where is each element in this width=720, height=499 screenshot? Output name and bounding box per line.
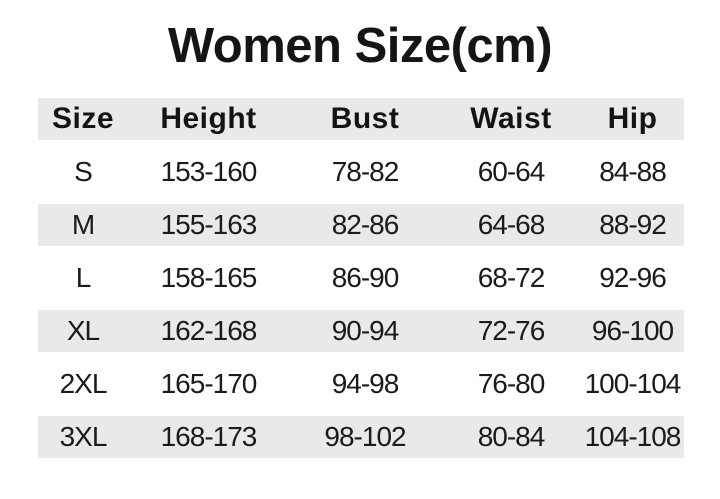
size-table: Size Height Bust Waist Hip S 153-160 78-… [38,92,684,463]
bust-cell: 98-102 [289,410,441,463]
hip-cell: 84-88 [581,145,684,198]
hip-cell: 92-96 [581,251,684,304]
size-cell: 3XL [38,410,128,463]
height-cell: 158-165 [128,251,289,304]
table-row-3xl: 3XL 168-173 98-102 80-84 104-108 [38,410,684,463]
table-row-s: S 153-160 78-82 60-64 84-88 [38,145,684,198]
hip-cell: 100-104 [581,357,684,410]
height-cell: 168-173 [128,410,289,463]
header-cell-hip: Hip [581,92,684,145]
height-cell: 162-168 [128,304,289,357]
header-cell-size: Size [38,92,128,145]
height-cell: 155-163 [128,198,289,251]
header-row: Size Height Bust Waist Hip [38,92,684,145]
size-table-body: S 153-160 78-82 60-64 84-88 M 155-163 82… [38,145,684,463]
waist-cell: 72-76 [441,304,581,357]
bust-cell: 94-98 [289,357,441,410]
header-cell-bust: Bust [289,92,441,145]
header-cell-height: Height [128,92,289,145]
waist-cell: 64-68 [441,198,581,251]
waist-cell: 60-64 [441,145,581,198]
page-title: Women Size(cm) [167,19,553,73]
table-row-2xl: 2XL 165-170 94-98 76-80 100-104 [38,357,684,410]
size-cell: M [38,198,128,251]
bust-cell: 78-82 [289,145,441,198]
table-row-l: L 158-165 86-90 68-72 92-96 [38,251,684,304]
hip-cell: 88-92 [581,198,684,251]
size-cell: S [38,145,128,198]
bust-cell: 86-90 [289,251,441,304]
waist-cell: 76-80 [441,357,581,410]
header-cell-waist: Waist [441,92,581,145]
height-cell: 165-170 [128,357,289,410]
bust-cell: 90-94 [289,304,441,357]
table-row-xl: XL 162-168 90-94 72-76 96-100 [38,304,684,357]
waist-cell: 80-84 [441,410,581,463]
size-cell: 2XL [38,357,128,410]
hip-cell: 104-108 [581,410,684,463]
bust-cell: 82-86 [289,198,441,251]
hip-cell: 96-100 [581,304,684,357]
size-table-header: Size Height Bust Waist Hip [38,92,684,145]
size-cell: L [38,251,128,304]
waist-cell: 68-72 [441,251,581,304]
height-cell: 153-160 [128,145,289,198]
size-cell: XL [38,304,128,357]
table-row-m: M 155-163 82-86 64-68 88-92 [38,198,684,251]
